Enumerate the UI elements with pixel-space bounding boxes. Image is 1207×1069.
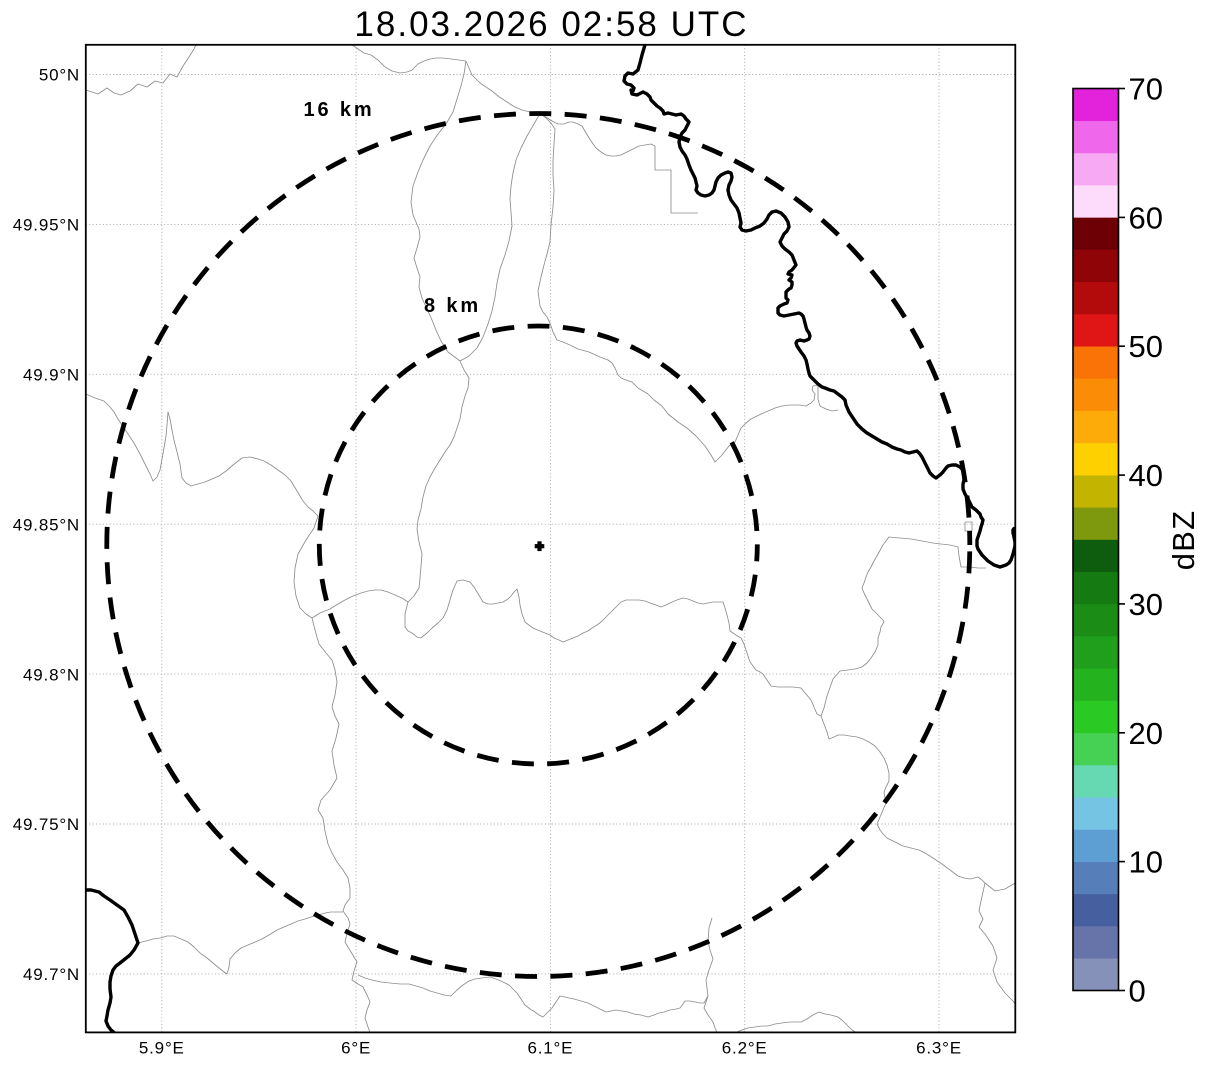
svg-text:30: 30 (1129, 587, 1163, 622)
svg-text:5.9°E: 5.9°E (139, 1039, 185, 1058)
svg-text:50: 50 (1129, 329, 1163, 364)
svg-text:8 km: 8 km (424, 295, 481, 317)
svg-text:49.7°N: 49.7°N (23, 965, 80, 984)
svg-text:60: 60 (1129, 200, 1163, 235)
svg-text:dBZ: dBZ (1166, 510, 1201, 570)
svg-text:49.95°N: 49.95°N (13, 216, 80, 235)
svg-text:18.03.2026 02:58 UTC: 18.03.2026 02:58 UTC (354, 5, 748, 44)
svg-text:10: 10 (1129, 845, 1163, 880)
svg-text:6°E: 6°E (341, 1039, 371, 1058)
svg-text:40: 40 (1129, 458, 1163, 493)
svg-text:6.2°E: 6.2°E (722, 1039, 768, 1058)
svg-text:16 km: 16 km (304, 99, 375, 121)
svg-text:70: 70 (1129, 72, 1163, 107)
svg-text:49.85°N: 49.85°N (13, 515, 80, 534)
svg-text:50°N: 50°N (39, 66, 80, 85)
svg-text:20: 20 (1129, 716, 1163, 751)
svg-text:49.9°N: 49.9°N (23, 366, 80, 385)
svg-text:49.8°N: 49.8°N (23, 665, 80, 684)
svg-text:0: 0 (1129, 974, 1146, 1009)
svg-text:49.75°N: 49.75°N (13, 815, 80, 834)
svg-text:6.3°E: 6.3°E (916, 1039, 962, 1058)
svg-text:6.1°E: 6.1°E (528, 1039, 574, 1058)
